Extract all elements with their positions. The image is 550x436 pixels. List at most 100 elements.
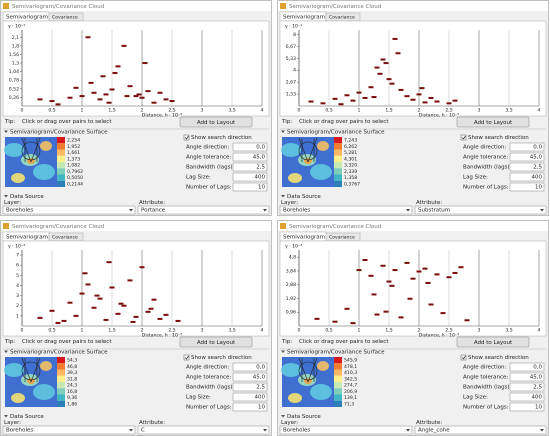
checkbox[interactable] [183,354,190,361]
attribute-dropdown[interactable] [414,205,547,215]
legend-label: 2,254 [67,138,80,144]
point [416,93,422,96]
button[interactable] [179,336,253,348]
x-tick-label: 0,5 [48,328,55,334]
layer-dropdown[interactable] [2,425,136,435]
layer-value: Boreholes [6,428,33,434]
field-input[interactable] [232,362,268,372]
attribute-label: Attribute: [139,420,165,426]
field-input[interactable] [509,392,545,402]
field-input[interactable] [232,182,268,192]
checkbox[interactable] [183,134,190,141]
point [85,36,91,39]
surface-image [4,137,57,187]
point [88,81,94,84]
point [371,96,377,99]
x-axis-label: Distance, h · 10⁻⁵ [142,113,183,119]
button[interactable] [456,336,530,348]
field-value: 0,0 [533,145,542,151]
point [344,94,350,97]
dropdown-arrow [129,429,133,432]
field-value: 2,5 [533,385,542,391]
tab-label: Covariance [329,15,355,21]
field-input[interactable] [232,392,268,402]
field-input[interactable] [232,172,268,182]
legend-label: 54,3 [67,358,77,364]
attribute-dropdown[interactable] [137,425,270,435]
search-circle [21,141,41,161]
checkbox[interactable] [460,354,467,361]
x-tick-label: 1,5 [385,328,392,334]
field-input[interactable] [509,162,545,172]
panel: Semivariogram/Covariance Cloud Semivariog… [0,0,272,216]
field-input[interactable] [232,152,268,162]
field-value: 400 [532,395,543,401]
y-tick-label: 8 [293,32,296,38]
search-circle [298,361,318,381]
field-label: Number of Lags: [186,185,232,191]
button[interactable] [456,116,530,128]
button-label: Add to Layout [474,340,513,346]
x-tick-label: 3,5 [505,328,512,334]
x-tick-label: 0 [298,108,301,114]
surface-blob [4,143,24,157]
point [368,86,374,89]
layer-dropdown[interactable] [279,425,413,435]
field-input[interactable] [509,172,545,182]
layer-dropdown[interactable] [279,205,413,215]
point [410,98,416,101]
tab-label: Covariance [329,235,355,241]
point [320,102,326,105]
field-input[interactable] [509,402,545,412]
field-value: 10 [258,185,265,191]
field-input[interactable] [509,182,545,192]
point [73,314,79,317]
legend-label: 478,1 [344,364,357,370]
collapse-arrow [4,415,8,418]
legend-swatch [57,388,65,395]
dropdown-arrow [263,429,267,432]
button[interactable] [179,116,253,128]
legend-label: 274,7 [344,383,357,389]
tip-text: Click or drag over pairs to select [22,119,112,125]
x-tick-label: 2,5 [168,108,175,114]
field-label: Angle direction: [186,145,230,151]
window-icon [280,223,286,229]
attribute-dropdown[interactable] [414,425,547,435]
checkbox[interactable] [460,134,467,141]
field-input[interactable] [232,402,268,412]
field-label: Lag Size: [186,175,211,181]
search-sector [21,357,41,383]
legend-swatch [334,168,342,175]
field-input[interactable] [232,382,268,392]
point [374,313,380,316]
legend-swatch [57,149,65,156]
legend-swatch [57,400,65,407]
legend-swatch [57,375,65,382]
field-input[interactable] [509,362,545,372]
field-input[interactable] [509,372,545,382]
field-input[interactable] [232,162,268,172]
attribute-dropdown[interactable] [137,205,270,215]
field-value: 45,0 [253,155,266,161]
title-bar [278,221,548,231]
field-input[interactable] [232,372,268,382]
plot-frame [279,240,547,337]
field-input[interactable] [509,382,545,392]
point [115,312,121,315]
x-tick-label: 3,5 [228,328,235,334]
y-tick-label: 5,33 [286,56,296,62]
legend-label: 7,243 [344,138,357,144]
layer-value: Boreholes [283,428,310,434]
field-input[interactable] [509,142,545,152]
surface-blob [310,164,332,180]
field-input[interactable] [232,142,268,152]
field-input[interactable] [509,152,545,162]
legend-swatch [334,375,342,382]
point [446,276,452,279]
x-axis-label: Distance, h · 10⁻⁵ [419,113,460,119]
legend-swatch [334,162,342,169]
x-axis-label: Distance, h · 10⁻⁵ [142,333,183,339]
layer-dropdown[interactable] [2,205,136,215]
legend-label: 1,082 [67,163,80,169]
